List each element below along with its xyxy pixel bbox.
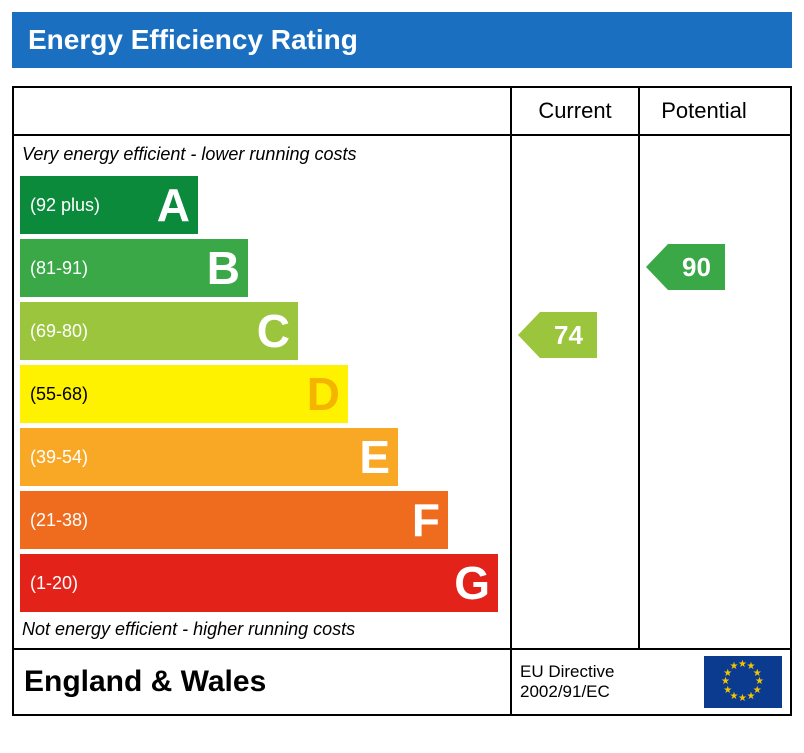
band-range: (39-54): [20, 447, 88, 468]
pointer-arrow-icon: [646, 244, 668, 290]
band-d: (55-68) D: [20, 365, 348, 423]
eu-star-icon: ★: [730, 661, 739, 672]
note-top: Very energy efficient - lower running co…: [14, 142, 510, 171]
band-g: (1-20) G: [20, 554, 498, 612]
eu-line2: 2002/91/EC: [520, 682, 614, 702]
header-potential: Potential: [640, 88, 768, 134]
potential-column: 90: [640, 136, 768, 648]
band-letter: C: [257, 308, 298, 354]
band-range: (1-20): [20, 573, 78, 594]
epc-container: Energy Efficiency Rating Current Potenti…: [12, 12, 792, 716]
footer-row: England & Wales EU Directive 2002/91/EC …: [14, 650, 790, 714]
header-row: Current Potential: [14, 88, 790, 136]
band-range: (81-91): [20, 258, 88, 279]
eu-flag-icon: ★★★★★★★★★★★★: [704, 656, 782, 708]
current-column: 74: [512, 136, 640, 648]
band-c: (69-80) C: [20, 302, 298, 360]
eu-star-icon: ★: [747, 691, 756, 702]
body-row: Very energy efficient - lower running co…: [14, 136, 790, 650]
band-letter: A: [157, 182, 198, 228]
band-range: (69-80): [20, 321, 88, 342]
band-f: (21-38) F: [20, 491, 448, 549]
pointer-value: 90: [668, 244, 725, 290]
bars-column: Very energy efficient - lower running co…: [14, 136, 512, 648]
band-range: (55-68): [20, 384, 88, 405]
band-letter: B: [207, 245, 248, 291]
band-letter: F: [412, 497, 448, 543]
band-range: (21-38): [20, 510, 88, 531]
band-b: (81-91) B: [20, 239, 248, 297]
potential-pointer: 90: [646, 244, 725, 290]
chart: Current Potential Very energy efficient …: [12, 86, 792, 716]
current-pointer: 74: [518, 312, 597, 358]
band-a: (92 plus) A: [20, 176, 198, 234]
note-bottom: Not energy efficient - higher running co…: [14, 617, 510, 646]
band-e: (39-54) E: [20, 428, 398, 486]
footer-right: EU Directive 2002/91/EC ★★★★★★★★★★★★: [512, 650, 790, 714]
band-letter: E: [359, 434, 398, 480]
band-letter: G: [454, 560, 498, 606]
header-blank: [14, 88, 512, 134]
pointer-value: 74: [540, 312, 597, 358]
eu-line1: EU Directive: [520, 662, 614, 682]
title-bar: Energy Efficiency Rating: [12, 12, 792, 68]
band-letter: D: [307, 371, 348, 417]
header-current: Current: [512, 88, 640, 134]
eu-star-icon: ★: [738, 693, 747, 704]
pointer-arrow-icon: [518, 312, 540, 358]
band-range: (92 plus): [20, 195, 100, 216]
region-label: England & Wales: [14, 650, 512, 714]
eu-directive-text: EU Directive 2002/91/EC: [520, 662, 614, 703]
